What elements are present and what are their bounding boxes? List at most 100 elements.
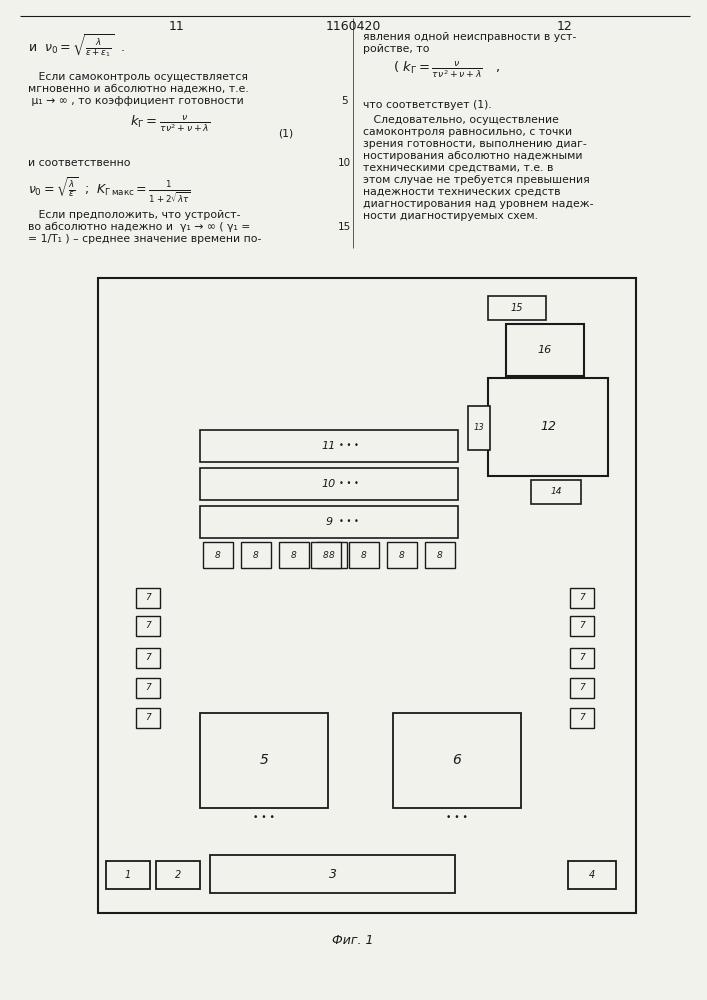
Text: 8: 8 <box>323 550 329 560</box>
Text: • • •: • • • <box>339 518 359 526</box>
Bar <box>98 278 636 913</box>
Text: техническими средствами, т.е. в: техническими средствами, т.е. в <box>363 163 554 173</box>
Bar <box>156 861 200 889</box>
Text: (1): (1) <box>278 128 293 138</box>
Text: 7: 7 <box>145 654 151 662</box>
Text: и соответственно: и соответственно <box>28 158 131 168</box>
Bar <box>136 616 160 636</box>
Text: ·
·
·: · · · <box>580 644 583 674</box>
Text: самоконтроля равносильно, с точки: самоконтроля равносильно, с точки <box>363 127 572 137</box>
Bar <box>425 542 455 568</box>
Text: $\nu_0=\sqrt{\frac{\lambda}{\varepsilon}}$  ;  $K_{\Gamma\,\text{макс}} = \frac{: $\nu_0=\sqrt{\frac{\lambda}{\varepsilon}… <box>28 175 191 205</box>
Text: ности диагностируемых схем.: ности диагностируемых схем. <box>363 211 538 221</box>
Bar <box>570 708 594 728</box>
Text: 7: 7 <box>579 714 585 722</box>
Text: Если предположить, что устройст-: Если предположить, что устройст- <box>28 210 240 220</box>
Bar <box>136 708 160 728</box>
Text: 8: 8 <box>291 550 297 560</box>
Bar <box>200 713 328 808</box>
Bar <box>393 713 521 808</box>
Text: 8: 8 <box>437 550 443 560</box>
Text: Следовательно, осуществление: Следовательно, осуществление <box>363 115 559 125</box>
Bar <box>468 406 490 450</box>
Text: • • •: • • • <box>446 813 468 822</box>
Text: Фиг. 1: Фиг. 1 <box>332 934 374 946</box>
Bar <box>203 542 233 568</box>
Bar <box>136 648 160 668</box>
Text: 2: 2 <box>175 870 181 880</box>
Text: ( $k_\Gamma = \frac{\nu}{\tau\nu^2+\nu+\lambda}$   ,: ( $k_\Gamma = \frac{\nu}{\tau\nu^2+\nu+\… <box>393 60 500 81</box>
Bar <box>241 542 271 568</box>
Text: 7: 7 <box>579 593 585 602</box>
Text: 8: 8 <box>253 550 259 560</box>
Bar <box>488 378 608 476</box>
Text: ройстве, то: ройстве, то <box>363 44 429 54</box>
Bar <box>136 678 160 698</box>
Text: 16: 16 <box>538 345 552 355</box>
Bar <box>317 542 347 568</box>
Text: 5: 5 <box>341 96 347 106</box>
Text: 15: 15 <box>337 222 351 232</box>
Bar <box>570 616 594 636</box>
Text: • • •: • • • <box>253 813 275 822</box>
Text: и  $\nu_0 = \sqrt{\frac{\lambda}{\varepsilon+\varepsilon_1}}$  .: и $\nu_0 = \sqrt{\frac{\lambda}{\varepsi… <box>28 32 126 59</box>
Bar <box>200 468 458 500</box>
Bar <box>200 430 458 462</box>
Text: во абсолютно надежно и  γ₁ → ∞ ( γ₁ =: во абсолютно надежно и γ₁ → ∞ ( γ₁ = <box>28 222 250 232</box>
Text: диагностирования над уровнем надеж-: диагностирования над уровнем надеж- <box>363 199 593 209</box>
Text: мгновенно и абсолютно надежно, т.е.: мгновенно и абсолютно надежно, т.е. <box>28 84 249 94</box>
Bar <box>570 678 594 698</box>
Bar <box>570 588 594 608</box>
Text: 12: 12 <box>540 420 556 434</box>
Text: этом случае не требуется превышения: этом случае не требуется превышения <box>363 175 590 185</box>
Text: 9: 9 <box>325 517 332 527</box>
Bar <box>279 542 309 568</box>
Bar <box>531 480 581 504</box>
Text: 7: 7 <box>579 621 585 631</box>
Text: 12: 12 <box>557 20 573 33</box>
Bar <box>200 506 458 538</box>
Bar <box>570 648 594 668</box>
Text: 13: 13 <box>474 424 484 432</box>
Text: = 1/T₁ ) – среднее значение времени по-: = 1/T₁ ) – среднее значение времени по- <box>28 234 262 244</box>
Text: 14: 14 <box>550 488 562 496</box>
Text: 7: 7 <box>145 714 151 722</box>
Text: 7: 7 <box>579 684 585 692</box>
Bar <box>349 542 379 568</box>
Text: 3: 3 <box>329 867 337 880</box>
Bar <box>568 861 616 889</box>
Text: явления одной неисправности в уст-: явления одной неисправности в уст- <box>363 32 576 42</box>
Bar <box>488 296 546 320</box>
Text: 10: 10 <box>322 479 336 489</box>
Text: 15: 15 <box>510 303 523 313</box>
Text: надежности технических средств: надежности технических средств <box>363 187 561 197</box>
Bar <box>106 861 150 889</box>
Text: 7: 7 <box>579 654 585 662</box>
Bar <box>506 324 584 376</box>
Text: $k_\Gamma = \frac{\nu}{\tau\nu^2+\nu+\lambda}$: $k_\Gamma = \frac{\nu}{\tau\nu^2+\nu+\la… <box>130 114 211 135</box>
Text: 10: 10 <box>337 158 351 168</box>
Text: 1160420: 1160420 <box>325 20 380 33</box>
Text: μ₁ → ∞ , то коэффициент готовности: μ₁ → ∞ , то коэффициент готовности <box>28 96 244 106</box>
Text: Если самоконтроль осуществляется: Если самоконтроль осуществляется <box>28 72 248 82</box>
Text: 8: 8 <box>329 550 335 560</box>
Text: 7: 7 <box>145 593 151 602</box>
Text: ностирования абсолютно надежными: ностирования абсолютно надежными <box>363 151 583 161</box>
Text: 8: 8 <box>361 550 367 560</box>
Bar <box>311 542 341 568</box>
Text: 7: 7 <box>145 684 151 692</box>
Bar <box>387 542 417 568</box>
Text: ·
·
·: · · · <box>146 644 149 674</box>
Bar <box>136 588 160 608</box>
Bar <box>210 855 455 893</box>
Text: 7: 7 <box>145 621 151 631</box>
Text: 1: 1 <box>125 870 131 880</box>
Text: 11: 11 <box>169 20 185 33</box>
Text: 6: 6 <box>452 754 462 768</box>
Text: 8: 8 <box>399 550 405 560</box>
Text: 5: 5 <box>259 754 269 768</box>
Text: • • •: • • • <box>339 480 359 488</box>
Text: • • •: • • • <box>339 442 359 450</box>
Text: что соответствует (1).: что соответствует (1). <box>363 100 492 110</box>
Text: 4: 4 <box>589 870 595 880</box>
